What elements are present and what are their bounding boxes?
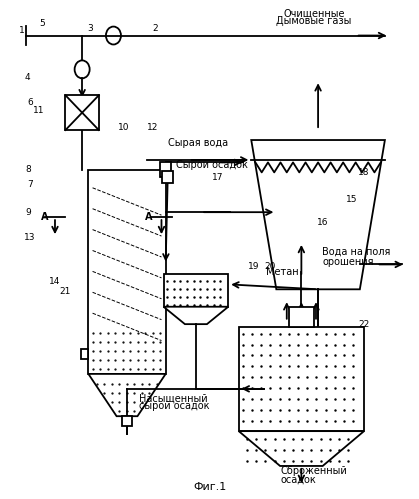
Text: 9: 9 bbox=[25, 208, 31, 217]
Text: 13: 13 bbox=[24, 233, 36, 242]
Text: 11: 11 bbox=[33, 106, 44, 115]
Bar bbox=[289, 307, 314, 327]
Text: Сброженный: Сброженный bbox=[280, 466, 347, 476]
Bar bbox=[88, 170, 166, 374]
Text: 3: 3 bbox=[88, 23, 93, 32]
Text: 22: 22 bbox=[358, 320, 370, 329]
Text: Фиг.1: Фиг.1 bbox=[193, 483, 226, 493]
Text: осадок: осадок bbox=[280, 475, 316, 485]
Text: 20: 20 bbox=[264, 262, 276, 271]
Polygon shape bbox=[251, 140, 385, 289]
Text: сырой осадок: сырой осадок bbox=[139, 401, 209, 411]
Text: орошения: орошения bbox=[322, 257, 374, 267]
Text: Метан: Метан bbox=[266, 267, 298, 277]
Text: 17: 17 bbox=[212, 173, 224, 182]
Text: Вода на поля: Вода на поля bbox=[322, 247, 391, 257]
Text: 6: 6 bbox=[27, 98, 33, 107]
Text: Дымовые газы: Дымовые газы bbox=[276, 15, 352, 25]
Bar bbox=[81, 349, 88, 359]
Text: 5: 5 bbox=[39, 18, 45, 27]
Bar bbox=[65, 95, 99, 130]
Text: 4: 4 bbox=[25, 73, 31, 82]
Text: 1: 1 bbox=[19, 26, 24, 35]
Bar bbox=[122, 416, 132, 426]
Text: 12: 12 bbox=[147, 123, 159, 132]
Text: А: А bbox=[41, 212, 48, 222]
Polygon shape bbox=[239, 431, 364, 466]
Text: 7: 7 bbox=[27, 180, 33, 189]
Text: Очищенные: Очищенные bbox=[283, 8, 345, 18]
Bar bbox=[160, 162, 171, 177]
Text: Сырой осадок: Сырой осадок bbox=[176, 160, 248, 170]
Text: 18: 18 bbox=[358, 168, 370, 177]
Text: 8: 8 bbox=[25, 165, 31, 174]
Bar bbox=[162, 171, 173, 183]
Bar bbox=[163, 274, 228, 307]
Text: 10: 10 bbox=[118, 123, 129, 132]
Text: Насыщенный: Насыщенный bbox=[139, 394, 207, 404]
Text: Сырая вода: Сырая вода bbox=[168, 138, 228, 148]
Polygon shape bbox=[88, 374, 166, 416]
Bar bbox=[239, 327, 364, 431]
Polygon shape bbox=[163, 307, 228, 324]
Text: 16: 16 bbox=[316, 218, 328, 227]
Text: 19: 19 bbox=[248, 262, 259, 271]
Text: 15: 15 bbox=[346, 195, 357, 204]
Text: 21: 21 bbox=[60, 287, 71, 296]
Text: 14: 14 bbox=[49, 277, 61, 286]
Text: А: А bbox=[145, 212, 153, 222]
Text: 2: 2 bbox=[153, 23, 158, 32]
